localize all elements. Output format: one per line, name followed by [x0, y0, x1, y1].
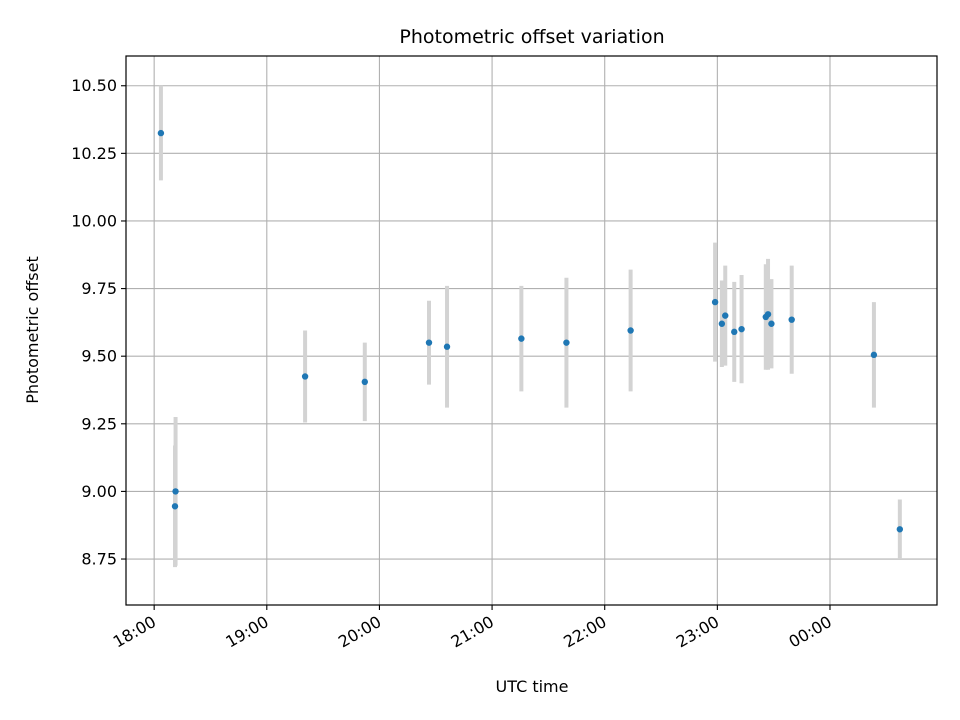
data-point: [171, 503, 179, 510]
y-tick-label: 10.25: [71, 144, 117, 163]
data-point: [627, 327, 634, 334]
chart-title: Photometric offset variation: [399, 26, 664, 48]
y-axis-label: Photometric offset: [23, 256, 42, 404]
data-points: [157, 129, 904, 533]
y-tick-label: 9.25: [81, 414, 117, 433]
y-axis-ticks: 8.75 9.00 9.25 9.50 9.75 10.00 10.25 10.50: [71, 76, 126, 569]
data-point: [768, 320, 775, 327]
data-point: [425, 339, 433, 346]
data-point: [718, 320, 726, 327]
y-tick-label: 9.50: [81, 347, 117, 366]
x-axis-label: UTC time: [496, 677, 569, 696]
data-point: [711, 298, 719, 306]
y-tick-label: 9.75: [81, 279, 117, 298]
data-point: [563, 339, 570, 346]
data-point: [361, 378, 368, 386]
y-tick-label: 8.75: [81, 550, 117, 569]
data-point: [731, 328, 738, 336]
data-point: [443, 343, 451, 350]
plot-frame: [125, 55, 938, 606]
grid: [126, 56, 937, 605]
data-point: [896, 526, 904, 533]
y-tick-label: 9.00: [81, 482, 117, 501]
y-tick-label: 10.50: [71, 76, 117, 95]
data-point: [722, 312, 729, 319]
data-point: [764, 311, 772, 318]
data-point: [172, 488, 179, 495]
data-point: [157, 129, 165, 137]
data-point: [788, 316, 795, 323]
data-point: [518, 335, 525, 342]
y-tick-label: 10.00: [71, 211, 117, 230]
data-point: [870, 351, 878, 359]
data-point: [738, 325, 745, 333]
data-point: [301, 373, 309, 380]
